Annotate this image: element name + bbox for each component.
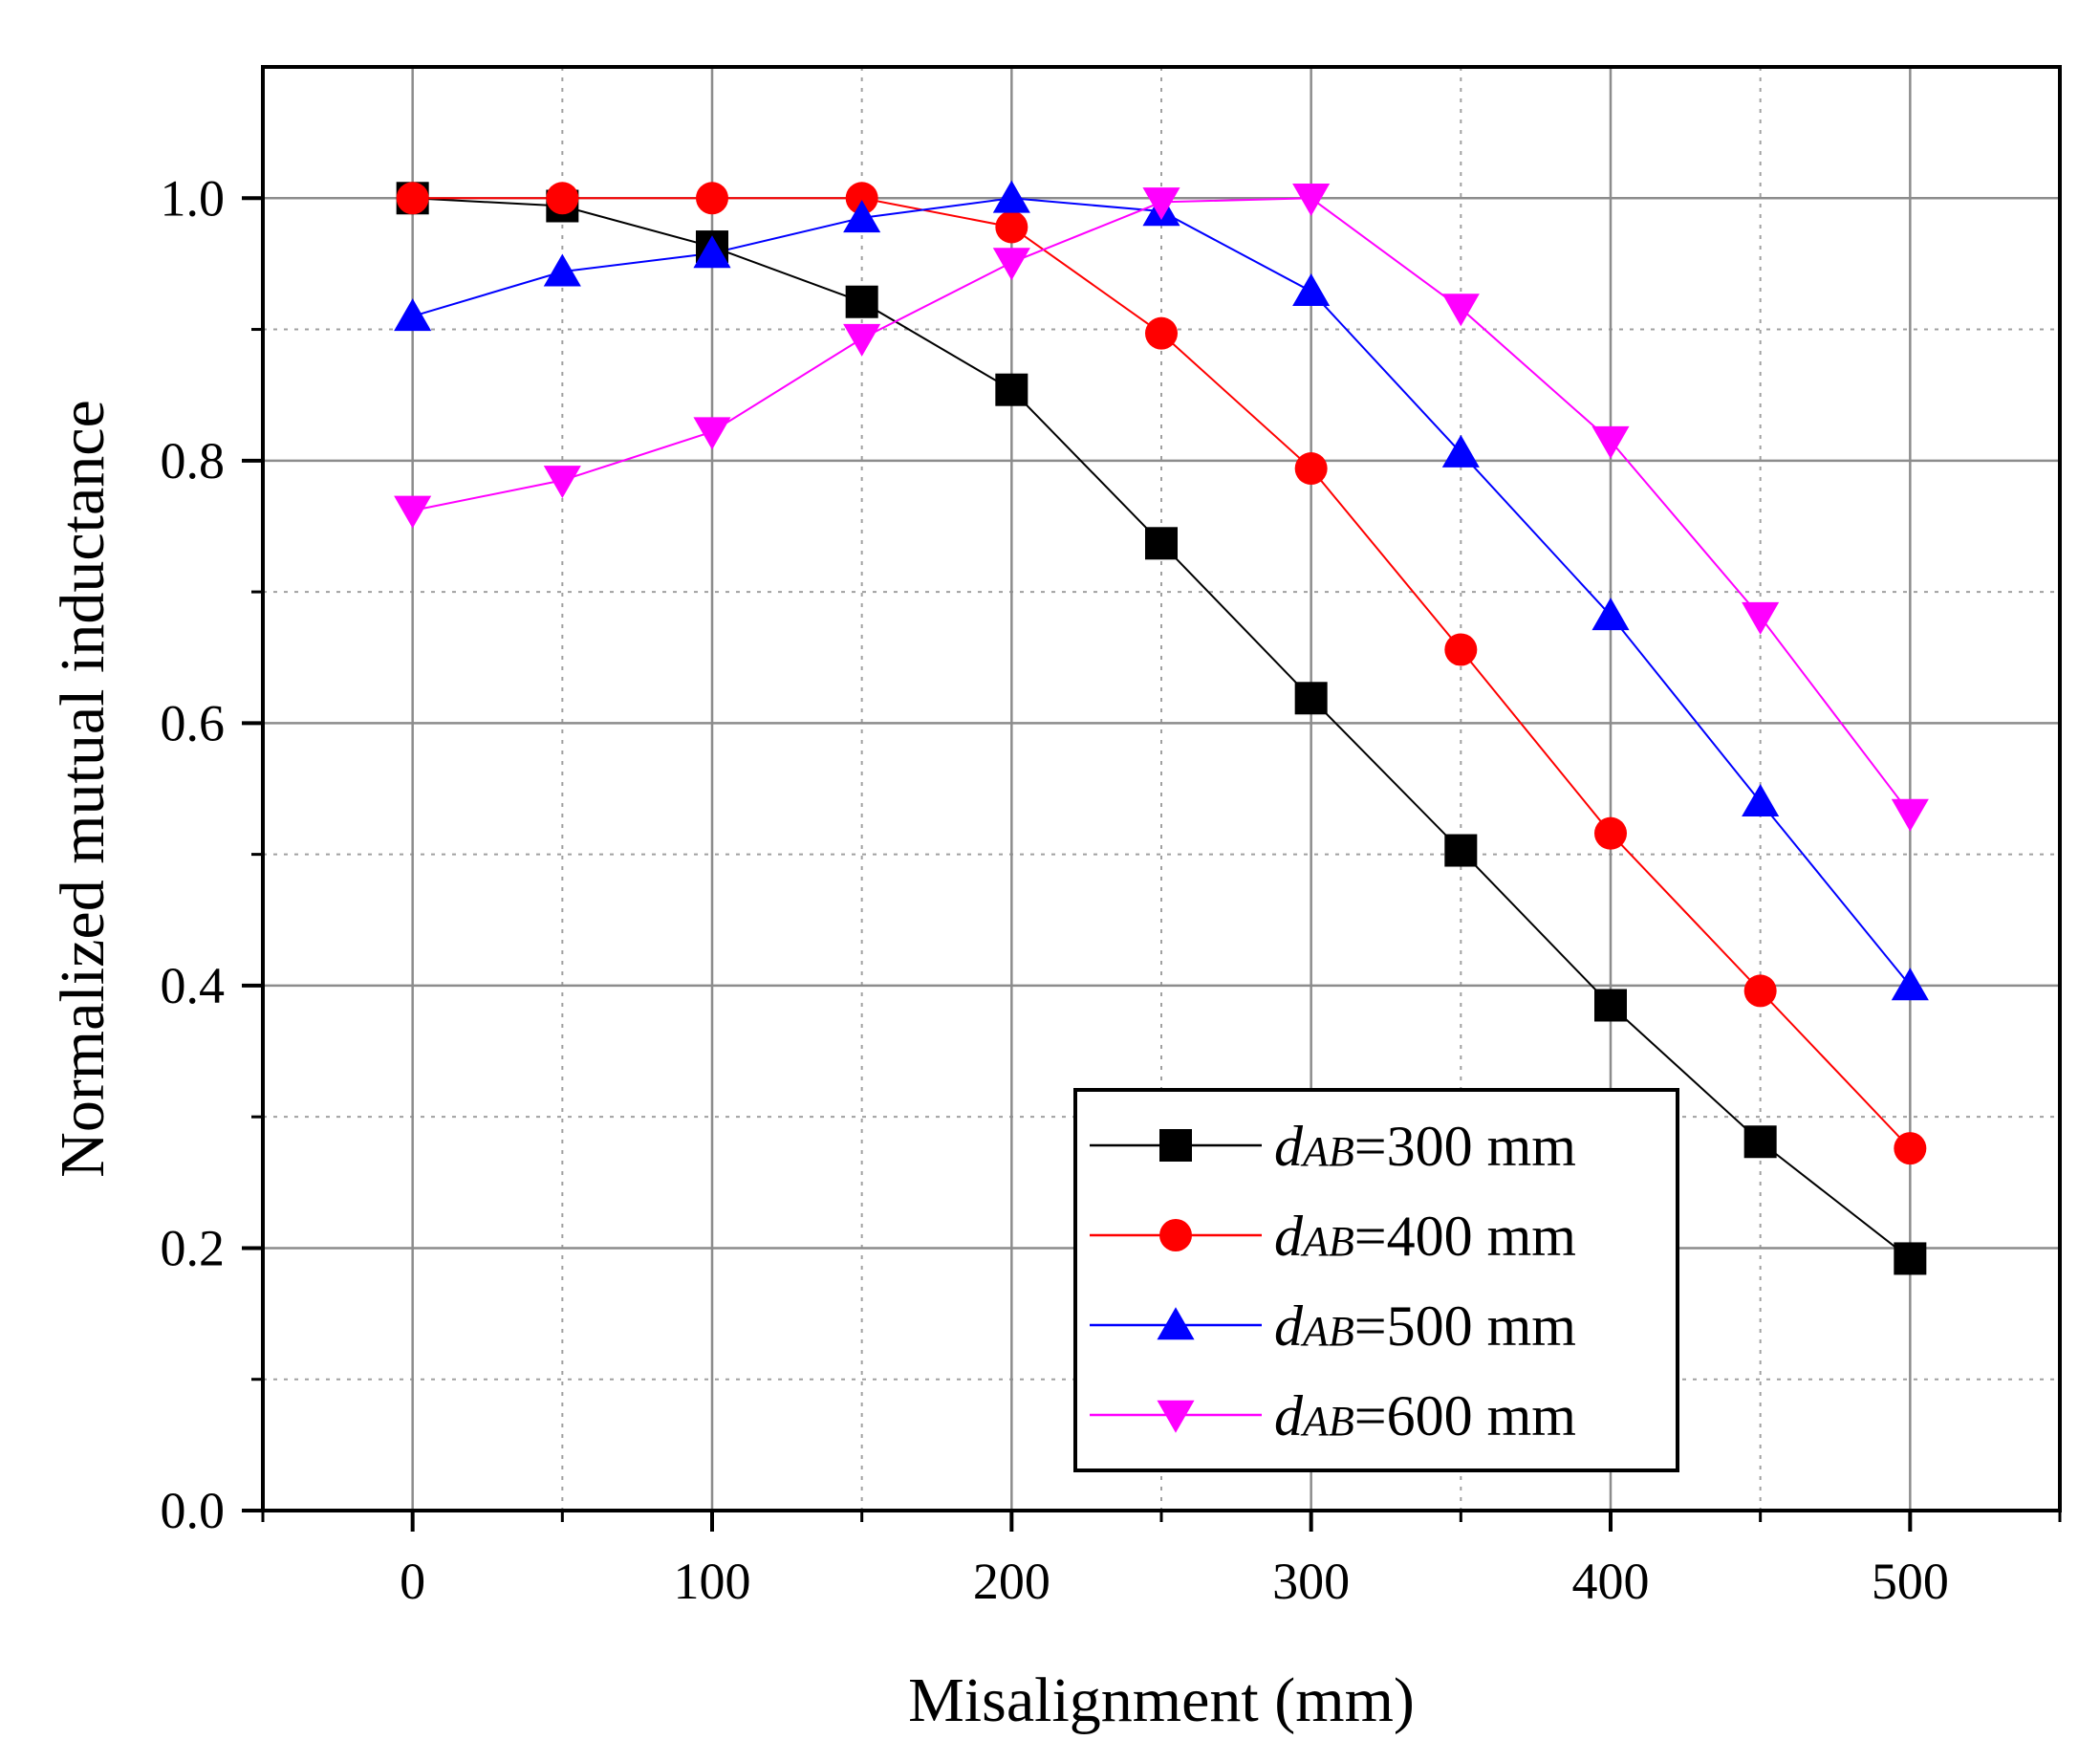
data-point [1294,682,1328,715]
data-point [992,180,1030,213]
y-tick-label: 0.8 [161,432,226,489]
data-point [693,417,731,450]
data-point [1591,598,1630,631]
y-tick-label: 1.0 [161,169,226,227]
data-point [845,285,878,318]
x-axis-title: Misalignment (mm) [908,1665,1415,1735]
data-point [546,182,579,215]
x-tick-label: 500 [1872,1553,1949,1610]
x-tick-label: 300 [1272,1553,1350,1610]
data-point [1145,316,1178,350]
y-tick-label: 0.4 [161,957,226,1014]
legend-marker-1 [1159,1129,1192,1162]
y-tick-label: 0.0 [161,1482,226,1539]
data-point [1441,434,1480,468]
y-tick-label: 0.2 [161,1219,226,1276]
legend-marker-2 [1159,1219,1192,1251]
legend-label-subscript: AB [1300,1308,1354,1355]
data-point [1742,784,1780,817]
series-markers [394,180,1929,1275]
data-point [843,323,881,357]
data-point [1444,834,1478,867]
data-point [394,298,432,332]
data-point [543,253,581,287]
data-point [1441,294,1480,327]
data-point [1891,968,1929,1001]
x-tick-label: 100 [674,1553,751,1610]
legend-marker-4 [1157,1400,1195,1433]
data-point [396,182,429,215]
data-point [1294,452,1328,486]
x-tick-label: 400 [1572,1553,1650,1610]
data-point [1591,425,1630,459]
data-point [1742,601,1780,635]
legend-label-value: =400 mm [1354,1205,1576,1268]
legend-label-value: =300 mm [1354,1115,1576,1178]
data-point [394,495,432,529]
legend-label-4: dAB=600 mm [1274,1384,1576,1447]
data-point [1743,1125,1777,1159]
data-point [1594,816,1627,850]
y-tick-label: 0.6 [161,694,226,751]
legend-label-1: dAB=300 mm [1274,1115,1576,1178]
legend-label-subscript: AB [1300,1128,1354,1175]
legend-label-3: dAB=500 mm [1274,1294,1576,1358]
data-point [995,373,1028,406]
data-point [1444,633,1478,666]
data-point [1894,1132,1927,1165]
data-point [1292,273,1331,307]
x-tick-label: 0 [400,1553,425,1610]
data-point [1142,187,1180,221]
legend-label-value: =500 mm [1354,1294,1576,1358]
data-point [1894,1242,1927,1275]
data-point [543,466,581,499]
data-point [1292,183,1331,216]
data-point [995,210,1028,244]
legend-label-2: dAB=400 mm [1274,1205,1576,1268]
legend-label-prefix: d [1274,1384,1304,1447]
data-point [696,182,728,215]
data-point [693,235,731,269]
axis-ticks [242,196,2062,1532]
x-tick-label: 200 [973,1553,1050,1610]
data-point [1891,798,1929,832]
data-point [1594,989,1627,1022]
legend-label-value: =600 mm [1354,1384,1576,1447]
legend-label-prefix: d [1274,1205,1304,1268]
legend-label-subscript: AB [1300,1398,1354,1445]
legend-label-subscript: AB [1300,1218,1354,1265]
data-point [992,248,1030,281]
y-axis-title: Normalized mutual inductance [48,400,118,1178]
data-point [1743,974,1777,1008]
tick-labels: 0 100 200 300 400 500 0.0 0.2 0.4 0.6 0.8 1.0 [161,169,1949,1610]
data-point [845,182,878,215]
data-point [843,200,881,233]
legend-marker-3 [1157,1307,1195,1340]
legend-label-prefix: d [1274,1115,1304,1178]
data-point [1145,527,1178,560]
legend-label-prefix: d [1274,1294,1304,1358]
